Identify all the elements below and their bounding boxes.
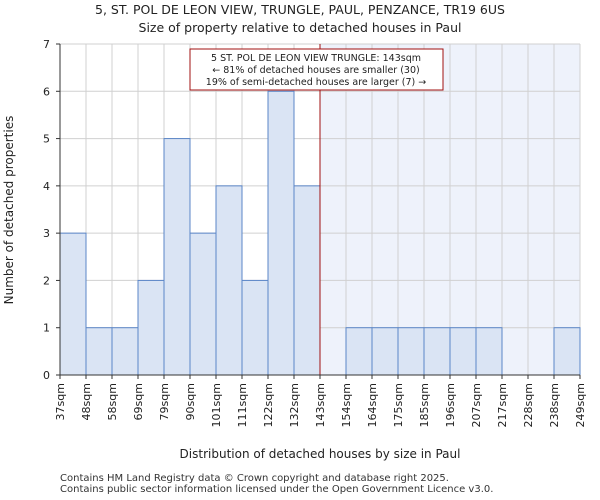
annotation-line-2: ← 81% of detached houses are smaller (30… — [212, 65, 419, 76]
bar-101sqm — [215, 185, 243, 376]
x-tick-label: 69sqm — [132, 383, 145, 420]
x-tick-label: 58sqm — [106, 383, 119, 420]
y-tick-label: 0 — [43, 369, 50, 382]
y-tick-label: 6 — [43, 85, 50, 98]
y-tick-label: 2 — [43, 274, 50, 287]
x-tick-label: 175sqm — [392, 383, 405, 427]
footer-line-1: Contains HM Land Registry data © Crown c… — [60, 473, 449, 484]
bar-207sqm — [475, 327, 503, 376]
bar-48sqm — [85, 327, 113, 376]
annotation-line-1: 5 ST. POL DE LEON VIEW TRUNGLE: 143sqm — [211, 53, 421, 64]
x-tick-label: 164sqm — [366, 383, 379, 427]
x-tick-label: 217sqm — [496, 383, 509, 427]
x-tick-label: 238sqm — [548, 383, 561, 427]
x-tick-label: 101sqm — [210, 383, 223, 427]
y-tick-label: 7 — [43, 38, 50, 51]
bar-185sqm — [423, 327, 451, 376]
y-axis: 0 1 2 3 4 5 6 7 — [43, 38, 61, 382]
x-tick-label: 90sqm — [184, 383, 197, 420]
x-tick-label: 154sqm — [340, 383, 353, 427]
y-tick-label: 1 — [43, 322, 50, 335]
x-tick-label: 249sqm — [574, 383, 587, 427]
x-tick-label: 132sqm — [288, 383, 301, 427]
x-tick-label: 37sqm — [54, 383, 67, 420]
x-axis: 37sqm 48sqm 58sqm 69sqm 79sqm 90sqm 101sqm 111s… — [54, 374, 587, 427]
y-tick-label: 3 — [43, 227, 50, 240]
bar-58sqm — [111, 327, 139, 376]
x-tick-label: 111sqm — [236, 383, 249, 427]
y-tick-label: 4 — [43, 180, 50, 193]
chart-title: 5, ST. POL DE LEON VIEW, TRUNGLE, PAUL, … — [95, 2, 505, 17]
bar-164sqm — [371, 327, 399, 376]
y-tick-label: 5 — [43, 133, 50, 146]
bar-175sqm — [397, 327, 425, 376]
bar-90sqm — [189, 232, 217, 376]
bar-238sqm — [553, 327, 581, 376]
x-tick-label: 48sqm — [80, 383, 93, 420]
x-tick-label: 207sqm — [470, 383, 483, 427]
annotation-frame — [189, 48, 444, 91]
x-tick-label: 122sqm — [262, 383, 275, 427]
annotation-box: 5 ST. POL DE LEON VIEW TRUNGLE: 143sqm ←… — [189, 48, 444, 91]
x-tick-label: 79sqm — [158, 383, 171, 420]
x-tick-label: 143sqm — [314, 383, 327, 427]
x-tick-label: 228sqm — [522, 383, 535, 427]
bar-111sqm — [241, 279, 269, 376]
bar-69sqm — [137, 279, 165, 376]
y-axis-label: Number of detached properties — [2, 116, 16, 305]
x-tick-label: 196sqm — [444, 383, 457, 427]
bar-154sqm — [345, 327, 373, 376]
bar-122sqm — [267, 90, 295, 376]
annotation-line-3: 19% of semi-detached houses are larger (… — [206, 77, 426, 88]
x-tick-label: 185sqm — [418, 383, 431, 427]
chart-subtitle: Size of property relative to detached ho… — [139, 20, 462, 35]
bar-79sqm — [163, 138, 191, 376]
bar-37sqm — [59, 232, 87, 376]
footer-line-2: Contains public sector information licen… — [60, 484, 494, 495]
bar-196sqm — [449, 327, 477, 376]
x-axis-label: Distribution of detached houses by size … — [180, 447, 461, 461]
bar-132sqm — [293, 185, 321, 376]
